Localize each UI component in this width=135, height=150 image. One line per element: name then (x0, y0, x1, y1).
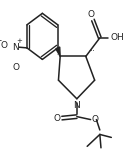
Text: O: O (0, 41, 7, 50)
Polygon shape (56, 47, 60, 56)
Text: O: O (54, 114, 61, 123)
Text: ·: · (56, 52, 58, 57)
Text: ···: ··· (88, 48, 95, 54)
Text: N: N (73, 101, 80, 110)
Text: O: O (13, 63, 20, 72)
Text: +: + (16, 38, 22, 44)
Text: -: - (0, 36, 2, 45)
Text: O: O (87, 10, 94, 19)
Text: OH: OH (110, 33, 124, 42)
Text: N: N (12, 43, 19, 52)
Text: O: O (92, 115, 99, 124)
